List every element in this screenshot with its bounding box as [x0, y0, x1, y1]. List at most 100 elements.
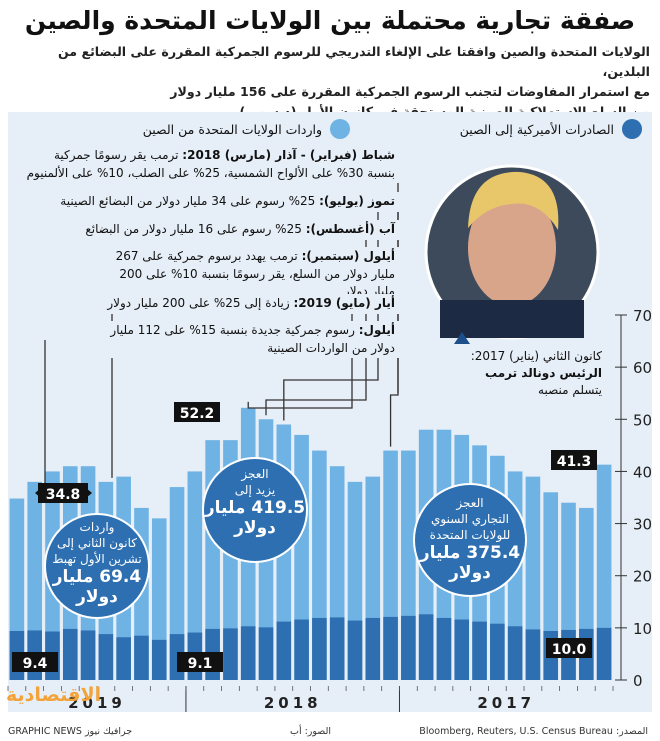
year-label: 2019 — [68, 694, 126, 712]
subtitle-line: الولايات المتحدة والصين وافقتا على الإلغ… — [57, 44, 650, 79]
note-feb-mar-2018: شباط (فبراير) - آذار (مارس) 2018: ترمب ي… — [18, 146, 400, 183]
exports-bar — [134, 635, 149, 680]
exports-bar — [240, 626, 256, 680]
circle-line: للولايات المتحدة — [429, 528, 511, 542]
circle-deficit-2017: العجز التجاري السنوي للولايات المتحدة 37… — [415, 495, 525, 583]
label-imports-jan2017: 41.3 — [557, 454, 592, 470]
exports-bar — [98, 634, 114, 680]
circle-line: يزيد إلى — [234, 483, 276, 497]
subtitle-line: مع استمرار المفاوضات لتجنب الرسوم الجمرك… — [170, 84, 650, 99]
exports-bar — [365, 617, 381, 680]
year-label: 2018 — [264, 694, 322, 712]
y-tick-label: 40 — [633, 463, 652, 481]
circle-value: 69.4 مليار — [52, 567, 142, 587]
exports-bar — [525, 629, 541, 680]
portrait-face — [468, 190, 556, 306]
label-exports-jan2017: 10.0 — [552, 642, 587, 658]
note-head: شباط (فبراير) - آذار (مارس) 2018: — [182, 148, 395, 162]
note-september: أيلول (سبتمبر): ترمب يهدد برسوم جمركية ع… — [90, 247, 400, 302]
circle-value: 375.4 مليار — [419, 543, 521, 563]
note-august: آب (أغسطس): 25% رسوم على 16 مليار دولار … — [18, 220, 400, 240]
page-title: صفقة تجارية محتملة بين الولايات المتحدة … — [24, 6, 636, 35]
label-imports-low: 34.8 — [46, 487, 81, 503]
footer-credit: GRAPHIC NEWS جرافيك نيوز — [8, 726, 133, 737]
note-head: أيلول (سبتمبر): — [301, 249, 395, 263]
exports-bar — [62, 628, 78, 680]
imports-swatch — [330, 119, 350, 139]
y-tick-label: 50 — [633, 411, 652, 429]
note-text: رسوم جمركية جديدة بنسبة 15% على 112 مليا… — [110, 323, 395, 355]
note-text: 25% رسوم على 16 مليار دولار من البضائع — [85, 222, 302, 236]
exports-bar — [151, 639, 167, 680]
exports-bar — [223, 628, 238, 680]
imports-bar — [525, 476, 541, 680]
president-date: كانون الثاني (يناير) 2017: — [470, 349, 602, 363]
y-tick-label: 60 — [633, 359, 652, 377]
note-may-2019: أيار (مايو) 2019: زيادة إلى 25% على 200 … — [90, 294, 400, 314]
label-exports-oct2019-box — [12, 652, 58, 672]
legend-imports: واردات الولايات المتحدة من الصين — [143, 118, 350, 140]
note-head: أيار (مايو) 2019: — [293, 296, 395, 310]
label-exports-oct2019: 9.4 — [23, 656, 48, 672]
note-july: تموز (يوليو): 25% رسوم على 34 مليار دولا… — [18, 192, 400, 212]
imports-bar — [151, 518, 167, 680]
circle-unit: دولار — [76, 587, 118, 607]
footer-photo: الصور: أب — [290, 726, 332, 737]
circle-unit: دولار — [449, 563, 491, 583]
y-tick-label: 70 — [633, 307, 652, 325]
note-text: ترمب يهدد برسوم جمركية على 267 مليار دول… — [115, 249, 395, 298]
circle-deficit-2018-bg — [202, 457, 308, 563]
exports-bar — [401, 615, 416, 680]
label-imports-jan2017-box — [551, 450, 597, 470]
portrait-pointer — [454, 332, 470, 344]
label-exports-2018-box — [177, 652, 223, 672]
note-text: ترمب يقر رسومًا جمركية بنسبة 30% على الأ… — [26, 148, 395, 180]
exports-bar — [507, 626, 523, 680]
legend-exports: الصادرات الأميركية إلى الصين — [460, 118, 642, 140]
footer-source: المصدر: Bloomberg, Reuters, U.S. Census … — [419, 726, 648, 737]
circle-imports-drop-bg — [44, 513, 150, 619]
y-tick-label: 0 — [633, 672, 643, 690]
circle-value: 419.5 مليار — [204, 498, 306, 518]
circle-line: العجز — [456, 496, 484, 510]
exports-swatch — [622, 119, 642, 139]
circle-deficit-2017-bg — [413, 483, 527, 597]
year-label: 2017 — [477, 694, 535, 712]
circle-line: التجاري السنوي — [431, 512, 509, 526]
president-note: يتسلم منصبه — [538, 383, 602, 397]
label-imports-peak: 52.2 — [180, 406, 215, 422]
circle-line: تشرين الأول تهبط — [52, 552, 142, 566]
circle-imports-drop: واردات كانون الثاني إلى تشرين الأول تهبط… — [42, 519, 152, 607]
exports-bar — [347, 620, 363, 680]
portrait-suit — [440, 300, 584, 338]
exports-bar — [418, 614, 434, 680]
president-caption: كانون الثاني (يناير) 2017: الرئيس دونالد… — [452, 348, 602, 399]
portrait-hair — [468, 171, 559, 230]
note-sept-2019: أيلول: رسوم جمركية جديدة بنسبة 15% على 1… — [90, 321, 400, 358]
president-name: الرئيس دونالد ترمب — [485, 366, 602, 380]
label-imports-peak-box — [174, 402, 220, 422]
brand-logo: الاقتصادية — [6, 684, 102, 706]
imports-bar — [596, 464, 612, 680]
legend-imports-label: واردات الولايات المتحدة من الصين — [142, 121, 322, 137]
note-text: 25% رسوم على 34 مليار دولار من البضائع ا… — [60, 194, 316, 208]
label-exports-2018: 9.1 — [188, 656, 213, 672]
circle-line: العجز — [241, 467, 269, 481]
exports-bar — [329, 617, 345, 680]
exports-bar — [294, 619, 309, 680]
label-exports-jan2017-box — [546, 638, 592, 658]
note-head: آب (أغسطس): — [305, 222, 395, 236]
label-pointer — [86, 488, 92, 498]
exports-bar — [116, 637, 131, 680]
imports-bar — [187, 471, 203, 680]
y-tick-label: 10 — [633, 620, 652, 638]
circle-line: واردات — [79, 520, 115, 534]
exports-bar — [472, 621, 487, 680]
exports-bar — [383, 616, 398, 680]
circle-line: كانون الثاني إلى — [57, 536, 137, 550]
note-text: زيادة إلى 25% على 200 مليار دولار — [107, 296, 290, 310]
exports-bar — [276, 621, 292, 680]
legend-exports-label: الصادرات الأميركية إلى الصين — [459, 121, 614, 137]
imports-bar — [169, 487, 185, 680]
